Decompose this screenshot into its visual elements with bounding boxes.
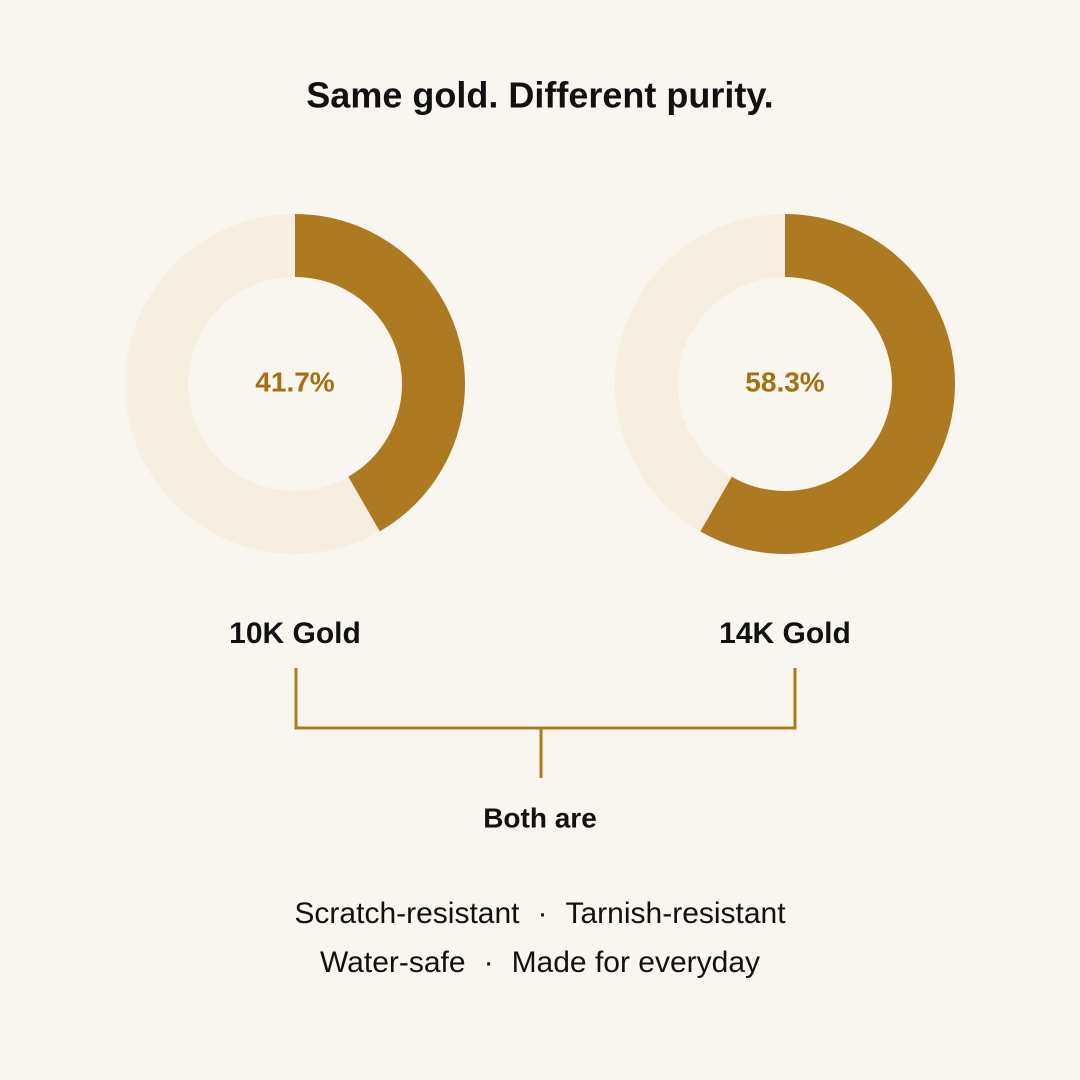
- chart-label: 14K Gold: [719, 617, 851, 650]
- bracket: [294, 668, 797, 778]
- donut-segment: [125, 214, 380, 554]
- center-label: 41.7%: [255, 366, 334, 397]
- feature: Scratch-resistant: [294, 897, 520, 930]
- donut-segment: [614, 214, 785, 532]
- feature-line: Scratch-resistant · Tarnish-resistant: [294, 897, 786, 930]
- center-label: 58.3%: [745, 366, 824, 397]
- feature-line: Water-safe · Made for everyday: [320, 946, 760, 979]
- bracket-line: [294, 668, 797, 730]
- feature: Water-safe: [320, 946, 466, 979]
- separator: ·: [538, 897, 548, 930]
- feature: Made for everyday: [512, 946, 760, 979]
- title: Same gold. Different purity.: [306, 75, 773, 116]
- donut-segment: [700, 214, 955, 554]
- feature: Tarnish-resistant: [566, 897, 787, 930]
- separator: ·: [484, 946, 494, 979]
- bracket-label: Both are: [483, 802, 597, 833]
- chart-label: 10K Gold: [229, 617, 361, 650]
- donut-segment: [295, 214, 466, 532]
